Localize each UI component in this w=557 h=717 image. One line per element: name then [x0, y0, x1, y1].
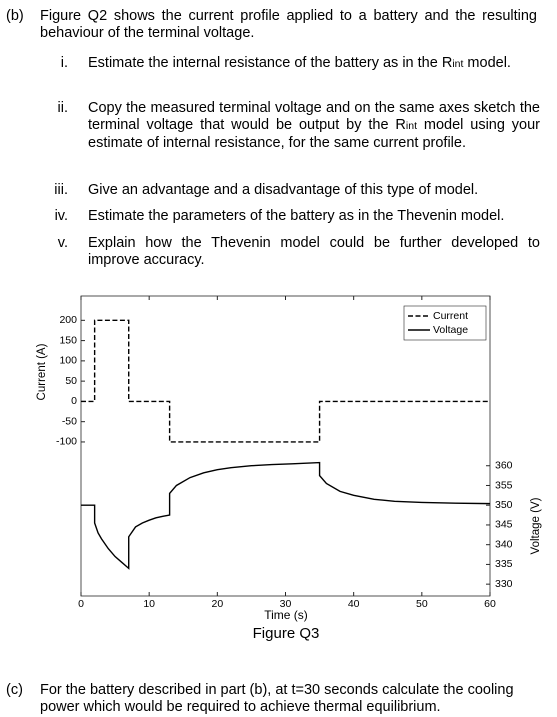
- y2-tick-label: 330: [495, 578, 513, 590]
- subscript: int: [405, 120, 417, 132]
- figure-caption: Figure Q3: [253, 625, 320, 642]
- item-number: iv.: [54, 208, 68, 224]
- text: model using your estimate of internal re…: [88, 117, 541, 151]
- item-text: Copy the measured terminal voltage and o…: [88, 100, 540, 152]
- x-axis-label: Time (s): [264, 608, 308, 622]
- y2-tick-label: 350: [495, 499, 513, 511]
- y-tick-label: 100: [59, 355, 77, 367]
- legend-label: Current: [433, 310, 468, 322]
- part-text: Figure Q2 shows the current profile appl…: [40, 8, 537, 41]
- text: model.: [463, 55, 511, 71]
- x-tick-label: 30: [280, 598, 292, 610]
- y-axis-label: Current (A): [36, 343, 48, 400]
- y-tick-label: 200: [59, 314, 77, 326]
- legend-box: [403, 305, 487, 341]
- y-tick-label: 150: [59, 334, 77, 346]
- y2-axis-label: Voltage (V): [530, 497, 542, 554]
- item-text: Estimate the parameters of the battery a…: [88, 208, 505, 224]
- y-tick-label: 0: [71, 395, 77, 407]
- item-number: ii.: [57, 100, 68, 116]
- y2-tick-label: 360: [495, 460, 513, 472]
- y2-tick-label: 355: [495, 479, 513, 491]
- data-line: [81, 319, 490, 443]
- part-label: (c): [6, 682, 23, 698]
- x-tick-label: 0: [78, 598, 84, 610]
- item-number: iii.: [54, 182, 68, 198]
- item-text: Explain how the Thevenin model could be …: [88, 235, 540, 268]
- y-tick-label: -100: [56, 436, 77, 448]
- subscript: int: [452, 58, 464, 70]
- x-tick-label: 50: [416, 598, 428, 610]
- item-text: Give an advantage and a disadvantage of …: [88, 182, 479, 198]
- text: Estimate the internal resistance of the …: [88, 55, 453, 71]
- legend-label: Voltage: [433, 324, 468, 336]
- x-tick-label: 60: [484, 598, 496, 610]
- x-tick-label: 10: [143, 598, 155, 610]
- plot-frame: [80, 295, 491, 597]
- item-number: v.: [57, 235, 68, 251]
- y2-tick-label: 345: [495, 519, 513, 531]
- part-label: (b): [6, 8, 24, 24]
- x-tick-label: 40: [348, 598, 360, 610]
- item-number: i.: [60, 55, 68, 71]
- item-text: Estimate the internal resistance of the …: [88, 55, 540, 73]
- y2-tick-label: 335: [495, 558, 513, 570]
- y-tick-label: 50: [65, 375, 77, 387]
- x-tick-label: 20: [211, 598, 223, 610]
- data-line: [81, 461, 491, 570]
- text: Copy the measured terminal voltage and o…: [88, 100, 540, 133]
- part-text: For the battery described in part (b), a…: [40, 682, 514, 715]
- y2-tick-label: 340: [495, 538, 513, 550]
- y-tick-label: -50: [62, 415, 77, 427]
